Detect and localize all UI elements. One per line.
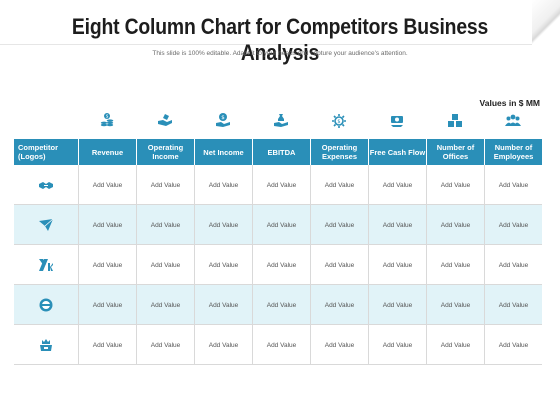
table-cell[interactable]: Add Value [136,325,194,365]
table-cell[interactable]: Add Value [252,245,310,285]
table-cell[interactable]: Add Value [78,205,136,245]
table-cell[interactable]: Add Value [78,285,136,325]
header-competitor: Competitor (Logos) [18,143,58,161]
svg-text:$: $ [337,119,340,125]
table-cell[interactable]: Add Value [368,165,426,205]
table-cell[interactable]: Add Value [136,165,194,205]
table-cell[interactable]: Add Value [426,245,484,285]
header-free-cash-flow: Free Cash Flow [368,139,426,165]
table-cell[interactable]: Add Value [484,165,542,205]
table-header-row: Competitor (Logos) Revenue Operating Inc… [14,139,542,165]
table-cell[interactable]: Add Value [252,285,310,325]
column-icon-row: $ $ $ [14,110,542,132]
svg-text:$: $ [221,115,225,121]
hand-money-icon [136,110,194,130]
table-row: Add Value Add Value Add Value Add Value … [14,325,542,365]
table-cell[interactable]: Add Value [78,325,136,365]
dollar-hand-icon: $ [194,110,252,130]
table-cell[interactable]: Add Value [310,205,368,245]
table-cell[interactable]: Add Value [194,245,252,285]
table-cell[interactable]: Add Value [368,245,426,285]
table-cell[interactable]: Add Value [136,205,194,245]
title-rule [0,44,560,45]
table-cell[interactable]: Add Value [484,325,542,365]
table-cell[interactable]: Add Value [368,325,426,365]
table-cell[interactable]: Add Value [310,325,368,365]
table-cell[interactable]: Add Value [426,205,484,245]
coins-dollar-icon: $ [78,110,136,130]
crown-box-logo-icon [14,325,78,365]
table-cell[interactable]: Add Value [252,165,310,205]
table-row: Add Value Add Value Add Value Add Value … [14,205,542,245]
table-cell[interactable]: Add Value [136,245,194,285]
header-revenue: Revenue [78,139,136,165]
header-ebitda: EBITDA [252,139,310,165]
table-cell[interactable]: Add Value [310,285,368,325]
gear-dollar-icon: $ [310,110,368,130]
table-cell[interactable]: Add Value [78,245,136,285]
title-band [0,0,560,50]
header-net-income: Net Income [194,139,252,165]
table-cell[interactable]: Add Value [484,245,542,285]
competitor-table: Competitor (Logos) Revenue Operating Inc… [14,139,542,365]
page-subtitle: This slide is 100% editable. Adapt it to… [152,50,408,57]
table-cell[interactable]: Add Value [194,165,252,205]
circle-bar-logo-icon [14,285,78,325]
paper-plane-logo-icon [14,205,78,245]
table-cell[interactable]: Add Value [136,285,194,325]
table-cell[interactable]: Add Value [78,165,136,205]
table-cell[interactable]: Add Value [252,325,310,365]
table-cell[interactable]: Add Value [426,285,484,325]
table-row: Add Value Add Value Add Value Add Value … [14,245,542,285]
header-number-of-offices: Number of Offices [426,139,484,165]
page-curl [532,0,560,46]
team-icon [484,110,542,130]
table-cell[interactable]: Add Value [194,205,252,245]
table-cell[interactable]: Add Value [194,325,252,365]
table-cell[interactable]: Add Value [484,205,542,245]
page-title: Eight Column Chart for Competitors Busin… [71,14,489,65]
table-cell[interactable]: Add Value [426,325,484,365]
xk-letter-logo-icon [14,245,78,285]
table-cell[interactable]: Add Value [252,205,310,245]
header-number-of-employees: Number of Employees [484,139,542,165]
units-label: Values in $ MM [479,98,540,108]
buildings-icon [426,110,484,130]
table-cell[interactable]: Add Value [368,205,426,245]
table-row: Add Value Add Value Add Value Add Value … [14,285,542,325]
header-operating-income: Operating Income [136,139,194,165]
table-cell[interactable]: Add Value [310,165,368,205]
header-operating-expenses: Operating Expenses [310,139,368,165]
table-cell[interactable]: Add Value [368,285,426,325]
table-cell[interactable]: Add Value [484,285,542,325]
handshake-logo-icon [14,165,78,205]
table-row: Add Value Add Value Add Value Add Value … [14,165,542,205]
table-cell[interactable]: Add Value [310,245,368,285]
cash-flow-icon [368,110,426,130]
table-cell[interactable]: Add Value [194,285,252,325]
bag-hand-icon [252,110,310,130]
svg-text:$: $ [106,114,109,120]
table-cell[interactable]: Add Value [426,165,484,205]
